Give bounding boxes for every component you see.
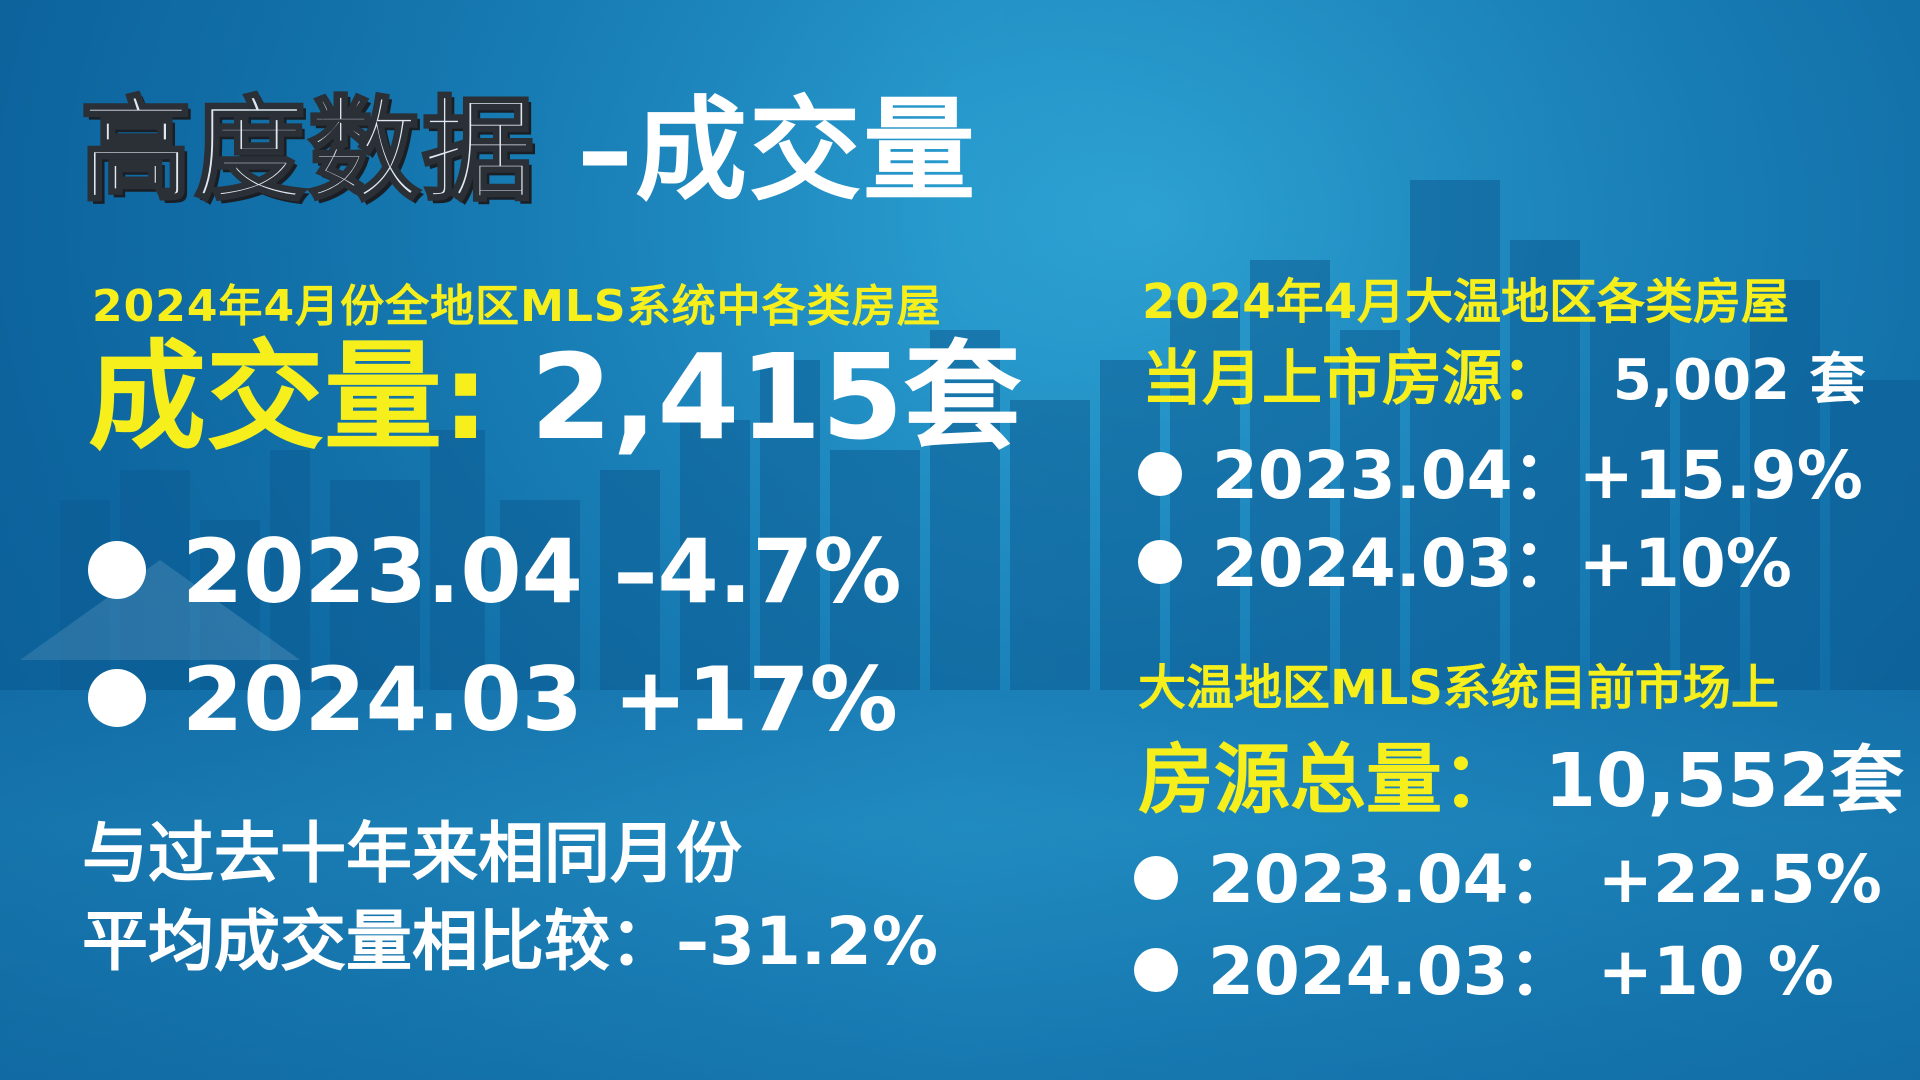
bullet-icon: [1134, 947, 1178, 992]
listings-compare-row: 2024.03：+10%: [1138, 510, 1792, 606]
new-listings-value: 5,002 套: [1612, 348, 1866, 413]
inventory-compare-row: 2023.04： +22.5%: [1134, 826, 1882, 922]
sales-volume-label: 成交量:: [88, 328, 490, 466]
bullet-icon: [88, 669, 146, 728]
sales-volume-value: 2,415套: [530, 328, 1022, 466]
total-inventory-label: 房源总量：: [1138, 735, 1518, 824]
page-title: 高度数据 –成交量: [79, 60, 977, 222]
listings-row-text: 2023.04：+15.9%: [1212, 437, 1863, 514]
left-compare-row: 2023.04 –4.7%: [88, 520, 902, 623]
new-listings-heading: 当月上市房源： 5,002 套: [1142, 330, 1866, 417]
left-compare-row: 2024.03 +17%: [88, 648, 898, 751]
inventory-row-text: 2024.03： +10 %: [1208, 933, 1834, 1010]
left-sales-volume: 成交量: 2,415套: [88, 338, 1022, 456]
water-reflection: [0, 690, 1920, 1080]
bullet-icon: [1138, 451, 1182, 496]
inventory-compare-row: 2024.03： +10 %: [1134, 918, 1834, 1014]
right-subtitle-listings: 2024年4月大温地区各类房屋: [1142, 274, 1789, 330]
listings-compare-row: 2023.04：+15.9%: [1138, 422, 1863, 518]
bullet-icon: [1134, 855, 1178, 900]
ten-year-note-line2: 平均成交量相比较：–31.2%: [82, 903, 938, 980]
title-dash-part: –成交量: [577, 86, 977, 216]
bullet-icon: [88, 541, 146, 600]
ten-year-note-line1: 与过去十年来相同月份: [82, 815, 742, 892]
total-inventory-heading: 房源总量： 10,552套: [1138, 718, 1904, 828]
left-subtitle: 2024年4月份全地区MLS系统中各类房屋: [92, 281, 942, 332]
left-row-text: 2023.04 –4.7%: [182, 520, 902, 623]
listings-row-text: 2024.03：+10%: [1212, 525, 1792, 602]
title-main: 高度数据: [79, 85, 536, 218]
inventory-row-text: 2023.04： +22.5%: [1208, 841, 1882, 918]
total-inventory-value: 10,552套: [1544, 738, 1905, 824]
left-row-text: 2024.03 +17%: [182, 648, 898, 751]
new-listings-label: 当月上市房源：: [1142, 344, 1562, 414]
bullet-icon: [1138, 539, 1182, 584]
right-subtitle-inventory: 大温地区MLS系统目前市场上: [1138, 660, 1779, 716]
